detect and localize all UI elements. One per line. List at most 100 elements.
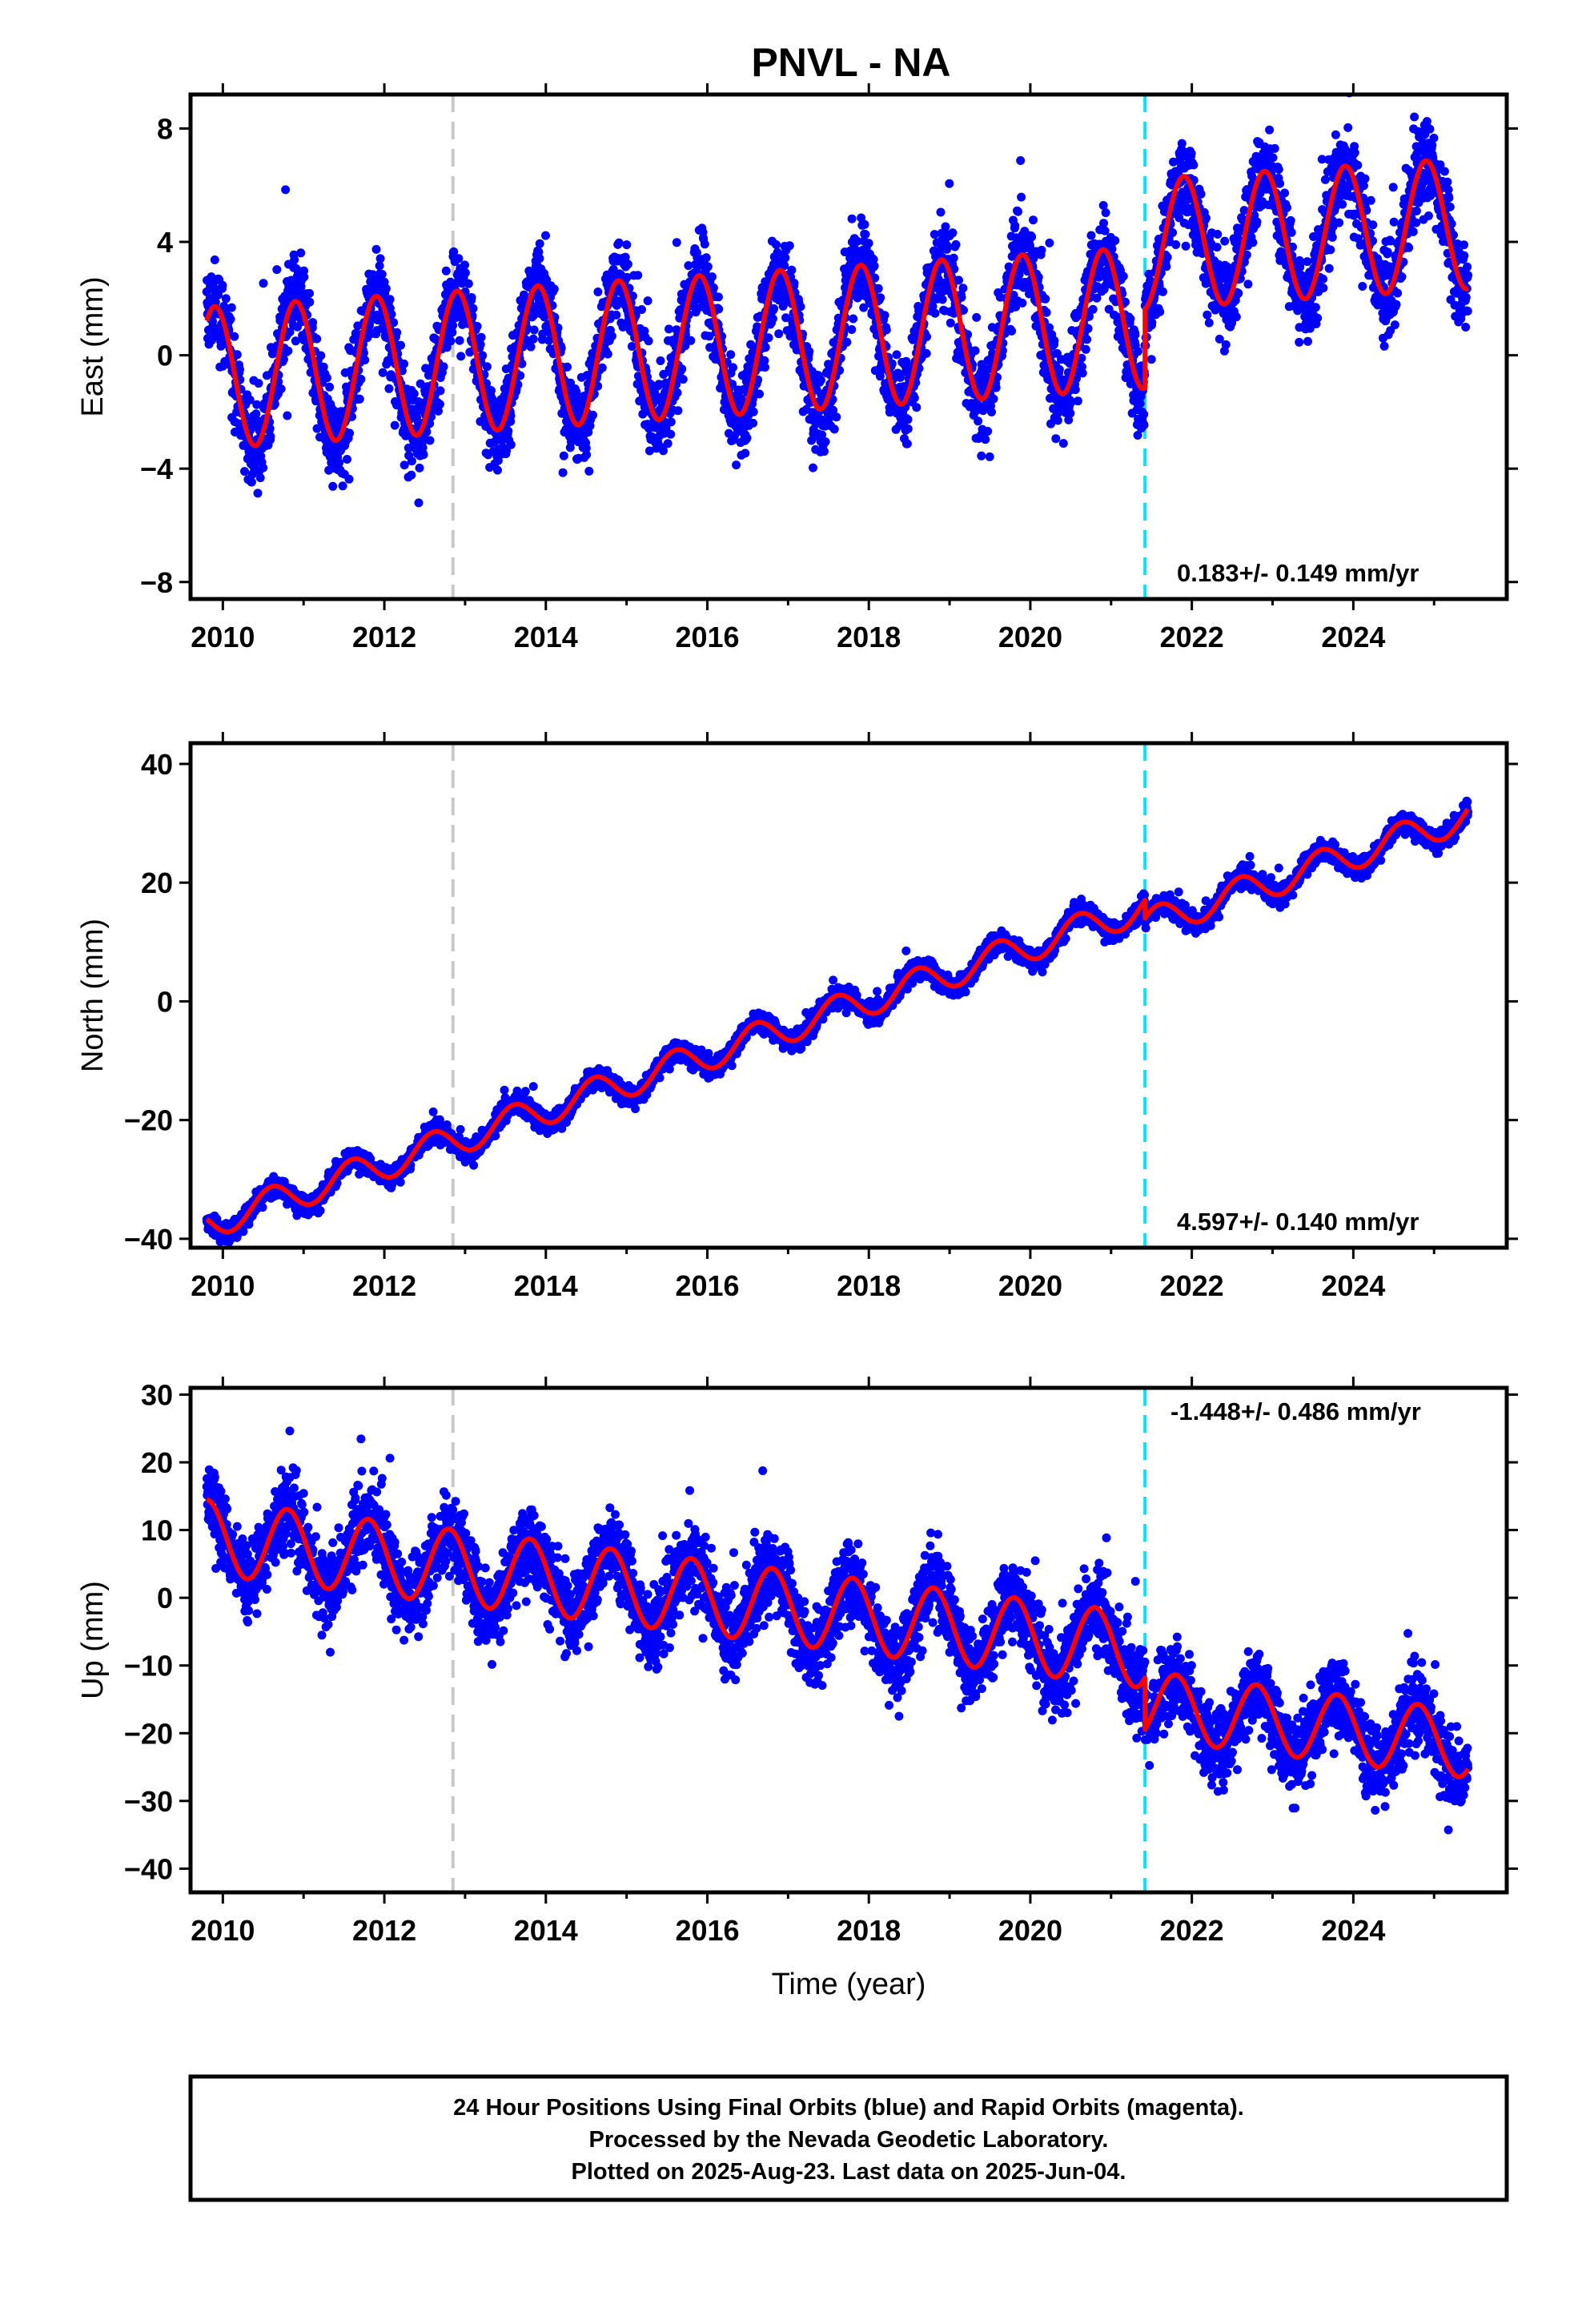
data-point	[296, 248, 306, 258]
data-point	[221, 294, 231, 304]
data-point	[448, 328, 457, 337]
data-point	[1139, 420, 1149, 430]
data-point	[390, 420, 400, 430]
data-point	[472, 322, 482, 331]
data-point	[291, 336, 300, 346]
data-point	[319, 362, 328, 372]
data-point	[970, 346, 980, 356]
data-point	[603, 349, 612, 359]
data-point	[1189, 160, 1199, 170]
data-point	[588, 410, 597, 420]
data-point	[504, 426, 513, 436]
data-point	[1130, 330, 1140, 340]
data-point	[1053, 416, 1062, 425]
data-point	[1338, 199, 1347, 209]
data-point	[1162, 252, 1172, 262]
data-point	[909, 393, 919, 403]
data-point	[597, 363, 607, 372]
data-point	[663, 439, 673, 448]
data-point	[1186, 149, 1196, 159]
data-point	[235, 364, 244, 374]
data-point	[972, 312, 982, 322]
data-point	[513, 380, 523, 389]
data-point	[1133, 347, 1142, 356]
data-point	[1146, 355, 1156, 364]
data-point	[516, 371, 525, 380]
data-point	[253, 489, 263, 498]
data-point	[493, 465, 502, 475]
data-point	[816, 376, 825, 385]
data-point	[772, 240, 781, 249]
data-point	[861, 230, 870, 239]
data-point	[930, 308, 940, 318]
data-point	[864, 239, 873, 248]
data-point	[1379, 341, 1389, 351]
data-point	[1331, 130, 1340, 139]
data-point	[396, 340, 405, 350]
data-point	[502, 446, 512, 456]
data-point	[732, 460, 741, 470]
data-point	[449, 247, 459, 256]
data-point	[487, 386, 496, 396]
data-point	[949, 253, 958, 263]
data-point	[860, 219, 869, 229]
data-point	[389, 318, 399, 328]
data-point	[535, 254, 544, 263]
data-point	[259, 463, 268, 472]
data-point	[1139, 409, 1149, 419]
data-point	[1220, 236, 1230, 246]
data-point	[713, 292, 723, 302]
data-point	[876, 293, 885, 303]
data-point	[1383, 247, 1392, 257]
data-point	[404, 443, 413, 452]
data-point	[476, 332, 486, 342]
data-point	[666, 417, 676, 427]
data-point	[1042, 308, 1051, 317]
data-point	[796, 302, 805, 312]
data-point	[1327, 232, 1337, 242]
data-point	[439, 362, 448, 372]
data-point	[425, 419, 435, 428]
data-point	[1099, 219, 1108, 228]
data-point	[785, 241, 794, 251]
data-point	[1388, 183, 1398, 192]
data-point	[1270, 143, 1279, 153]
data-point	[832, 412, 841, 422]
data-point	[623, 259, 632, 269]
data-point	[407, 470, 416, 480]
data-point	[299, 272, 309, 282]
data-point	[1147, 318, 1157, 328]
data-point	[371, 244, 381, 254]
data-point	[435, 400, 444, 409]
data-point	[673, 388, 682, 397]
data-point	[1234, 288, 1243, 298]
data-point	[1429, 133, 1439, 143]
data-point	[1016, 156, 1026, 165]
data-point	[709, 283, 718, 292]
data-point	[1287, 227, 1296, 237]
data-point	[1389, 217, 1399, 227]
y-tick-label: −4	[140, 452, 173, 485]
data-point	[1101, 208, 1110, 218]
data-point	[251, 409, 261, 419]
data-point	[612, 310, 621, 320]
data-point	[455, 336, 464, 345]
data-point	[1100, 226, 1110, 235]
data-point	[400, 460, 409, 470]
data-point	[1037, 245, 1046, 255]
data-point	[1027, 232, 1037, 242]
data-point	[493, 456, 503, 465]
data-point	[335, 458, 344, 468]
data-point	[958, 283, 968, 293]
data-point	[902, 439, 912, 448]
data-point	[1010, 221, 1020, 231]
data-point	[226, 314, 235, 324]
data-point	[938, 295, 947, 304]
x-tick-label: 2010	[191, 621, 255, 653]
data-point	[1181, 241, 1191, 251]
data-point	[316, 351, 326, 360]
data-point	[912, 403, 921, 412]
data-point	[1280, 188, 1290, 198]
data-point	[703, 262, 713, 271]
